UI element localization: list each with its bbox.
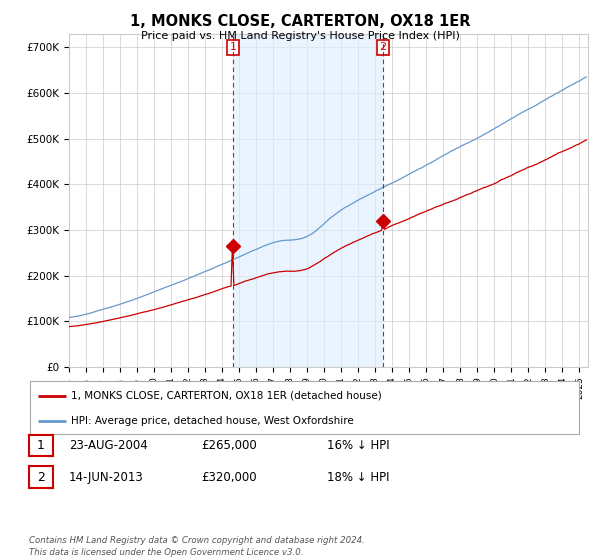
Text: 1, MONKS CLOSE, CARTERTON, OX18 1ER (detached house): 1, MONKS CLOSE, CARTERTON, OX18 1ER (det… [71, 391, 382, 401]
Text: Price paid vs. HM Land Registry's House Price Index (HPI): Price paid vs. HM Land Registry's House … [140, 31, 460, 41]
Text: HPI: Average price, detached house, West Oxfordshire: HPI: Average price, detached house, West… [71, 416, 354, 426]
Text: 1: 1 [230, 43, 236, 52]
Text: £320,000: £320,000 [201, 470, 257, 484]
Text: 23-AUG-2004: 23-AUG-2004 [69, 438, 148, 452]
Text: 18% ↓ HPI: 18% ↓ HPI [327, 470, 389, 484]
Text: 1: 1 [37, 438, 45, 452]
Text: Contains HM Land Registry data © Crown copyright and database right 2024.
This d: Contains HM Land Registry data © Crown c… [29, 536, 365, 557]
Text: 16% ↓ HPI: 16% ↓ HPI [327, 438, 389, 452]
Text: 1, MONKS CLOSE, CARTERTON, OX18 1ER: 1, MONKS CLOSE, CARTERTON, OX18 1ER [130, 14, 470, 29]
Text: 2: 2 [37, 470, 45, 484]
Bar [233, 34, 383, 367]
Text: £265,000: £265,000 [201, 438, 257, 452]
Text: 14-JUN-2013: 14-JUN-2013 [69, 470, 144, 484]
Text: 2: 2 [379, 43, 386, 52]
